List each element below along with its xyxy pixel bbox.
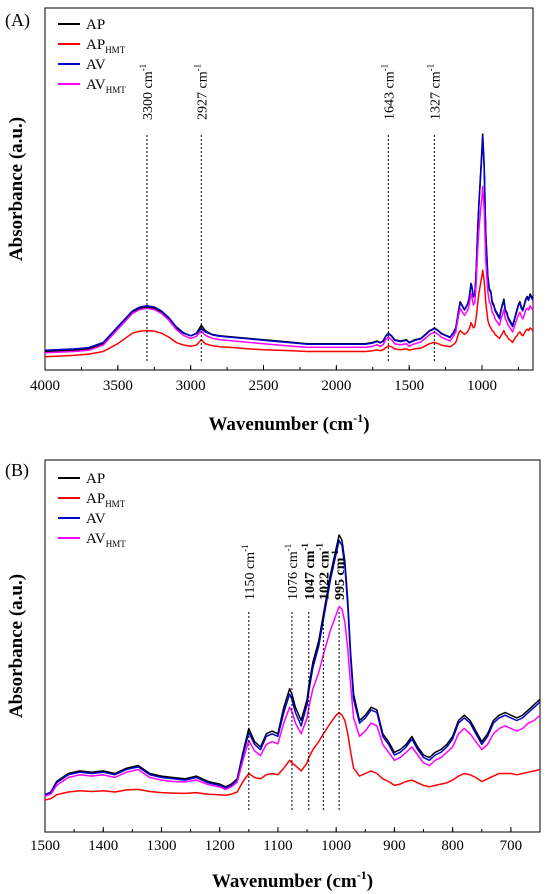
x-tick-label: 1100 [263, 838, 292, 854]
x-tick-label: 800 [441, 838, 464, 854]
annotation-sup: -1 [283, 544, 293, 552]
annotation-label: 1022 cm-1 [314, 543, 332, 600]
annotation-text: 995 cm [333, 557, 348, 600]
legend-label: AP [86, 471, 105, 487]
annotation-text: 1150 cm [243, 552, 258, 600]
legend-label: AV [86, 511, 106, 527]
x-tick-label: 1500 [30, 838, 60, 854]
panel-label: (A) [5, 10, 30, 31]
x-axis-label: Wavenumber (cm-1) [212, 868, 373, 892]
annotation-sup: -1 [240, 544, 250, 552]
annotation-sup: -1 [138, 64, 148, 72]
annotation-label: 3300 cm-1 [138, 64, 156, 120]
plot-frame [44, 459, 541, 833]
annotation-sup: -1 [300, 543, 310, 551]
x-axis-label-text: Wavenumber (cm [208, 414, 353, 435]
annotation-sup: -1 [425, 64, 435, 72]
series-line-ap-hmt [44, 269, 534, 358]
x-axis-label-tail: ) [363, 414, 369, 435]
x-tick-label: 1000 [467, 378, 497, 394]
annotation-label: 1327 cm-1 [425, 64, 443, 120]
series-line-ap [44, 133, 534, 353]
legend-label-sub: HMT [105, 45, 126, 55]
x-tick-label: 1400 [88, 838, 118, 854]
legend-label-main: AP [86, 471, 105, 487]
chart-panel-a: (A) 4000 3500 3000 2500 2000 1500 1000 Wavenumbe… [5, 7, 534, 435]
annotation-text: 1047 cm [303, 550, 318, 600]
legend-label-main: AV [86, 77, 106, 93]
series-line-av [44, 539, 541, 796]
x-tick-label: 2500 [249, 378, 279, 394]
annotation-text: 2927 cm [195, 71, 210, 120]
x-tick-label: 2000 [321, 378, 351, 394]
x-axis-label: Wavenumber (cm-1) [208, 411, 369, 435]
annotation-text: 1022 cm [317, 550, 332, 600]
legend-label: APHMT [86, 491, 126, 509]
annotation-sup: -1 [192, 64, 202, 72]
x-tick-label: 1300 [146, 838, 176, 854]
x-tick-label: 1500 [394, 378, 424, 394]
annotation-text: 3300 cm [141, 71, 156, 120]
panel-label: (B) [5, 460, 29, 481]
legend-label-sub: HMT [106, 85, 127, 95]
chart-panel-b: (B) 1500 1400 1300 1200 1100 1000 900 800 700 Wave… [5, 459, 541, 892]
legend-label-main: AV [86, 511, 106, 527]
legend-label: AP [86, 17, 105, 33]
x-tick-label: 4000 [30, 378, 60, 394]
x-axis-label-tail: ) [367, 871, 373, 892]
x-tick-label: 1200 [205, 838, 235, 854]
annotation-text: 1643 cm [382, 71, 397, 120]
legend-label: AVHMT [86, 531, 126, 549]
annotation-sup: -1 [314, 543, 324, 551]
series-line-av [44, 135, 534, 351]
annotation-text: 1327 cm [428, 71, 443, 120]
legend-label-main: AV [86, 57, 106, 73]
annotation-sup: -1 [379, 64, 389, 72]
x-axis-label-sup: -1 [357, 868, 367, 882]
legend-label-main: AV [86, 531, 106, 547]
annotation-label: 995 cm-1 [330, 550, 348, 600]
x-tick-label: 900 [383, 838, 406, 854]
legend-label-main: AP [86, 17, 105, 33]
annotation-label: 1047 cm-1 [300, 543, 318, 600]
legend-label: AV [86, 57, 106, 73]
legend-label: AVHMT [86, 77, 126, 95]
annotation-label: 1076 cm-1 [283, 544, 301, 600]
x-tick-label: 700 [500, 838, 523, 854]
series-line-ap [44, 534, 541, 796]
series-line-av-hmt [44, 185, 534, 354]
annotation-sup: -1 [330, 550, 340, 558]
series-line-av-hmt [44, 605, 541, 797]
x-tick-label: 3500 [103, 378, 133, 394]
x-axis-label-text: Wavenumber (cm [212, 871, 357, 892]
legend-label-main: AP [86, 37, 105, 53]
x-axis-label-sup: -1 [353, 411, 363, 425]
annotation-label: 1643 cm-1 [379, 64, 397, 120]
legend-label: APHMT [86, 37, 126, 55]
annotation-text: 1076 cm [286, 551, 301, 600]
x-tick-label: 1000 [321, 838, 351, 854]
y-axis-label: Absorbance (a.u.) [6, 117, 27, 261]
plot-frame [44, 7, 534, 371]
annotation-label: 2927 cm-1 [192, 64, 210, 120]
legend-label-sub: HMT [106, 539, 127, 549]
x-tick-label: 3000 [176, 378, 206, 394]
y-axis-label: Absorbance (a.u.) [6, 574, 27, 718]
series-line-ap-hmt [44, 711, 541, 801]
annotation-label: 1150 cm-1 [240, 544, 258, 600]
legend-label-sub: HMT [105, 499, 126, 509]
legend-label-main: AP [86, 491, 105, 507]
